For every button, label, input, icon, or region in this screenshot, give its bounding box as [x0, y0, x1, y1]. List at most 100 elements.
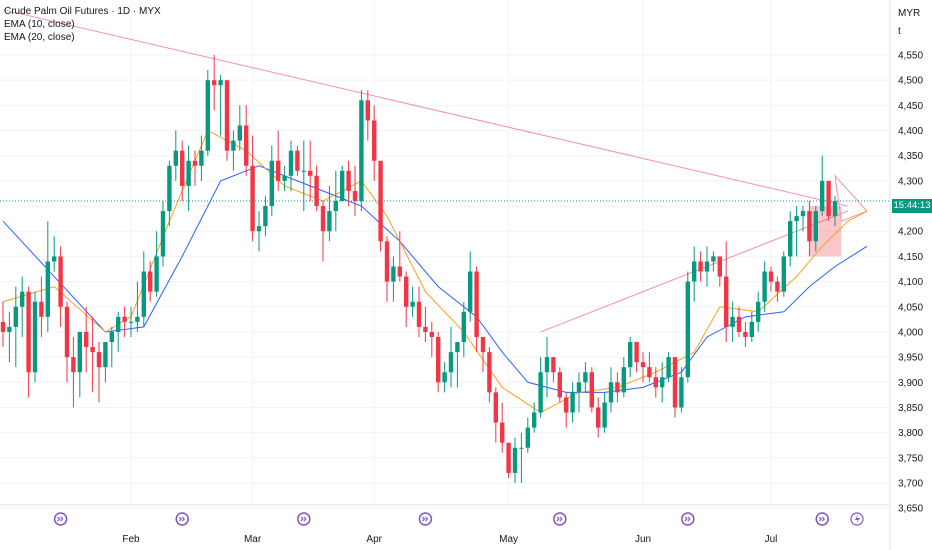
candle-body [487, 352, 492, 393]
candle-body [448, 352, 454, 373]
event-icon[interactable] [553, 512, 567, 526]
y-tick-label: 4,050 [898, 302, 923, 313]
candle-body [583, 372, 588, 383]
candle-body [340, 170, 345, 202]
candle-body [378, 160, 383, 242]
event-icon[interactable] [175, 512, 189, 526]
candle-body [820, 180, 825, 212]
candle-body [192, 160, 198, 166]
candle-body [724, 276, 729, 327]
unit-label[interactable]: t [898, 26, 901, 37]
y-tick-label: 4,350 [898, 151, 923, 162]
legend-ema10: EMA (10, close) [4, 19, 75, 30]
candle-body [576, 382, 582, 393]
chart-legend: Crude Palm Oil Futures · 1D · MYX EMA (1… [4, 5, 161, 44]
triangle-pattern [834, 174, 868, 222]
candle-body [148, 271, 153, 292]
candle-body [832, 201, 838, 217]
candle-body [704, 261, 710, 272]
candle-body [116, 316, 121, 332]
candle-body [205, 80, 210, 151]
event-icon[interactable] [53, 512, 68, 526]
candle-body [468, 271, 473, 312]
candle-body [20, 291, 25, 307]
x-tick-label: May [499, 534, 518, 545]
candle-body [58, 256, 63, 307]
candle-body [442, 372, 447, 383]
candle-body [743, 331, 748, 337]
y-tick-label: 3,900 [898, 378, 923, 389]
candle-body [64, 306, 70, 358]
candle-body [372, 120, 377, 161]
candle-body [295, 150, 300, 171]
candle-body [666, 357, 671, 378]
candle-body [647, 367, 652, 378]
candle-body [640, 362, 646, 368]
candle-body [455, 342, 460, 353]
candle-body [167, 165, 172, 212]
candle-body [39, 301, 44, 317]
candle-body [596, 407, 601, 428]
candle-body [212, 80, 217, 86]
candle-body [199, 150, 204, 166]
event-icon[interactable] [681, 512, 695, 526]
candle-body [800, 211, 806, 217]
candle-body [749, 321, 754, 337]
candle-body [263, 206, 268, 227]
candle-body [557, 372, 562, 398]
candle-body [602, 402, 607, 428]
candle-body [90, 347, 95, 353]
candle-body [493, 392, 498, 423]
y-tick-label: 3,850 [898, 403, 923, 414]
candle-body [314, 175, 319, 207]
currency-label[interactable]: MYR [898, 8, 921, 19]
candle-body [532, 412, 537, 428]
current-price-label: 15:44:13 [892, 199, 932, 213]
candle-body [480, 336, 486, 353]
candle-body [525, 427, 530, 448]
candle-body [186, 160, 191, 186]
candle-body [32, 301, 38, 373]
candle-body [359, 100, 364, 202]
candle-body [711, 256, 716, 262]
lightning-icon[interactable] [850, 512, 864, 526]
candle-body [365, 100, 370, 121]
candle-body [96, 352, 102, 368]
event-icon[interactable] [297, 512, 311, 526]
candle-body [218, 80, 223, 86]
candle-body [327, 211, 332, 232]
candle-body [615, 382, 620, 393]
candle-body [154, 256, 159, 292]
candle-body [308, 170, 313, 176]
candle-body [231, 140, 236, 151]
candle-body [461, 311, 466, 343]
candle-body [692, 261, 697, 282]
candle-body [474, 271, 479, 337]
candle-body [7, 326, 12, 332]
y-tick-label: 3,750 [898, 453, 923, 464]
candle-body [634, 342, 639, 363]
x-tick-label: Mar [244, 534, 262, 545]
candle-body [333, 201, 338, 212]
candle-body [653, 377, 658, 388]
candle-body [276, 160, 281, 181]
candle-body [397, 266, 402, 277]
y-tick-label: 4,400 [898, 126, 923, 137]
y-tick-label: 4,300 [898, 176, 923, 187]
candle-body [391, 266, 396, 282]
event-icon[interactable] [815, 512, 829, 526]
candle-body [685, 281, 690, 378]
candle-body [122, 316, 127, 322]
x-tick-label: Apr [366, 534, 382, 545]
candle-body [26, 291, 31, 373]
y-tick-label: 3,950 [898, 353, 923, 364]
x-tick-label: Feb [122, 534, 140, 545]
candle-body [768, 271, 774, 282]
candle-body [141, 271, 146, 317]
y-tick-label: 3,800 [898, 428, 923, 439]
candle-body [250, 165, 255, 232]
event-icon[interactable] [418, 512, 433, 526]
candle-body [621, 367, 626, 393]
candle-body [736, 316, 742, 332]
